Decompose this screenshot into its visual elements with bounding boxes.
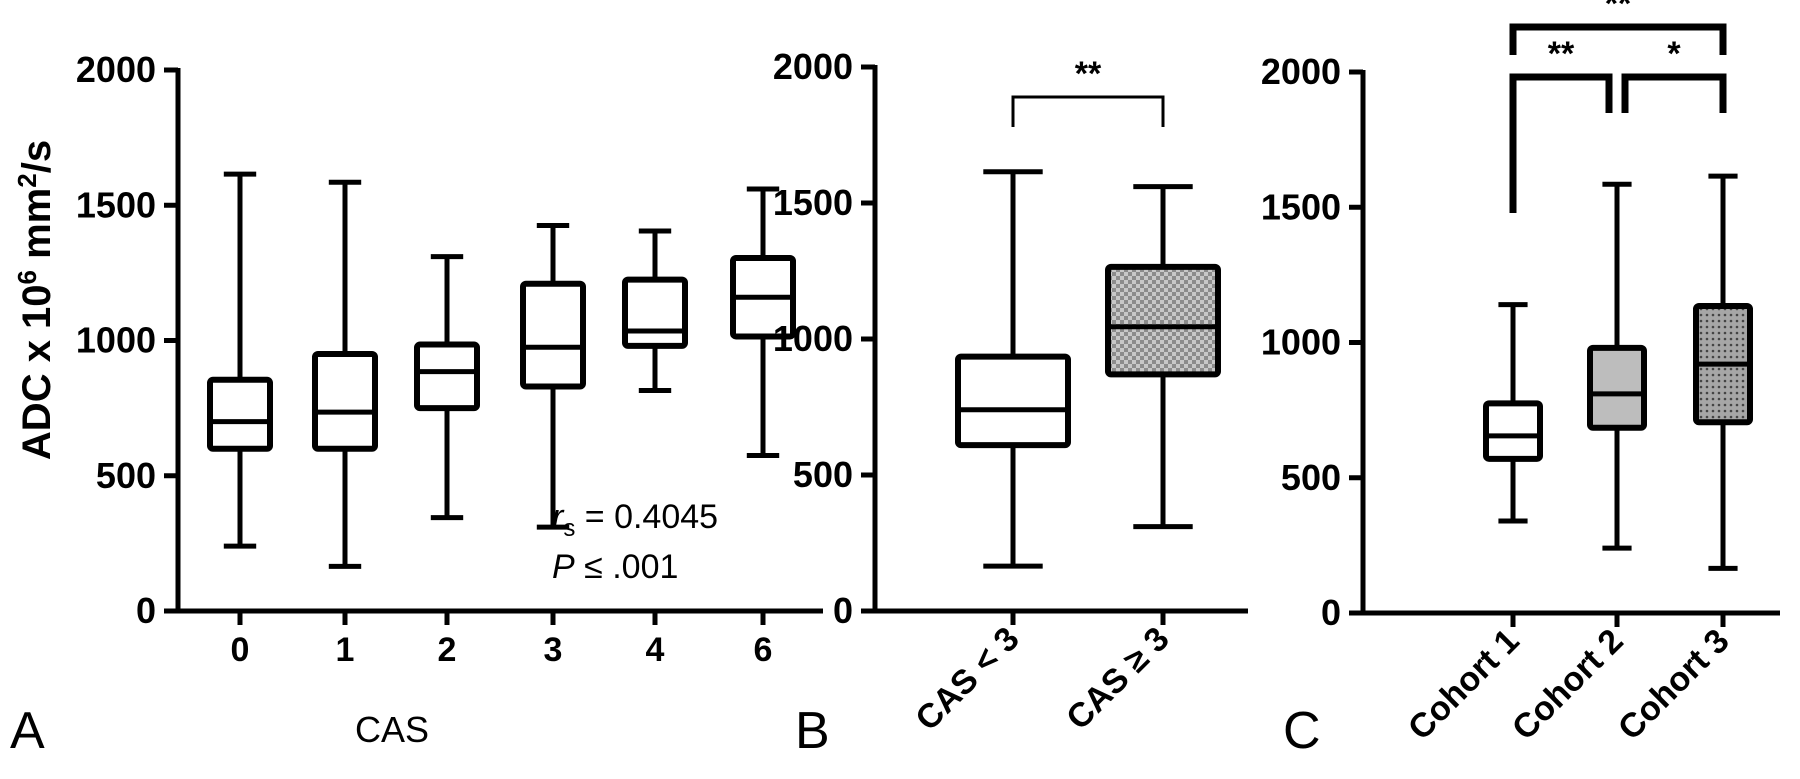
box-3 xyxy=(520,223,586,530)
panel-c-boxes xyxy=(1483,173,1753,571)
r-symbol: r xyxy=(552,498,565,536)
y-axis-label: ADC x 106 mm2/s xyxy=(12,140,59,460)
panel-b-significance-brackets: ** xyxy=(1011,55,1165,127)
significance-label: ** xyxy=(1605,0,1632,23)
box-iqr xyxy=(312,351,378,452)
box-iqr xyxy=(520,280,586,390)
box-cas-3 xyxy=(1105,184,1221,530)
box-iqr xyxy=(622,276,688,349)
significance-bracket xyxy=(1011,95,1165,127)
y-tick-label: 1500 xyxy=(76,184,156,225)
category-label: 6 xyxy=(754,631,773,669)
panel-a-chart: 0 500 1000 1500 2000 0 1 2 3 4 6 CAS A rs = 0.404… xyxy=(10,49,823,760)
box-0 xyxy=(207,171,273,549)
box-cohort-2 xyxy=(1587,181,1647,551)
r-subscript: s xyxy=(563,515,575,542)
y-tick-label: 1000 xyxy=(773,318,853,359)
category-label: 0 xyxy=(231,631,250,669)
significance-label: ** xyxy=(1548,35,1575,73)
box-1 xyxy=(312,179,378,569)
category-label: Cohort 3 xyxy=(1611,622,1737,748)
svg-text:P ≤ .001: P ≤ .001 xyxy=(552,548,678,586)
p-symbol: P xyxy=(552,548,575,586)
y-tick-label: 500 xyxy=(96,455,156,496)
box-iqr xyxy=(1587,344,1647,431)
significance-label: * xyxy=(1667,35,1681,73)
p-value: ≤ .001 xyxy=(575,548,679,586)
category-label: 2 xyxy=(438,631,457,669)
y-tick-label: 1500 xyxy=(1261,186,1341,227)
panel-a-boxes xyxy=(207,171,796,569)
panel-b-axes: 0 500 1000 1500 2000 xyxy=(773,46,1248,631)
significance-bracket xyxy=(1509,73,1613,213)
box-iqr xyxy=(955,353,1071,449)
box-4 xyxy=(622,228,688,394)
box-cas-3 xyxy=(955,169,1071,569)
significance-bracket xyxy=(1509,23,1727,55)
r-value: = 0.4045 xyxy=(575,498,718,536)
y-tick-label: 2000 xyxy=(773,46,853,87)
panel-c-significance-brackets: ** *** xyxy=(1509,0,1727,213)
panel-b-category-labels: CAS < 3 CAS ≥ 3 xyxy=(908,620,1176,738)
box-cohort-1 xyxy=(1483,302,1543,524)
category-label: Cohort 1 xyxy=(1401,622,1527,748)
box-2 xyxy=(414,254,480,521)
panel-a-category-labels: 0 1 2 3 4 6 xyxy=(231,631,773,669)
panel-b-chart: 0 500 1000 1500 2000 ** CAS < 3 CAS ≥ 3 B xyxy=(773,46,1248,760)
y-tick-label: 0 xyxy=(136,590,156,631)
panel-a-xlabel: CAS xyxy=(355,709,429,750)
panel-b-letter: B xyxy=(795,702,830,760)
box-iqr xyxy=(1105,263,1221,378)
y-tick-label: 0 xyxy=(1321,592,1341,633)
category-label: 1 xyxy=(336,631,355,669)
svg-text:rs = 0.4045: rs = 0.4045 xyxy=(552,498,718,542)
box-iqr xyxy=(414,341,480,412)
category-label: CAS ≥ 3 xyxy=(1059,620,1177,738)
significance-label: ** xyxy=(1075,55,1102,93)
y-tick-label: 1500 xyxy=(773,182,853,223)
y-tick-label: 2000 xyxy=(76,49,156,90)
y-tick-label: 2000 xyxy=(1261,51,1341,92)
box-cohort-3 xyxy=(1693,173,1753,571)
panel-a-letter: A xyxy=(10,702,45,760)
correlation-annotation: rs = 0.4045 P ≤ .001 xyxy=(552,498,718,586)
panel-a-axes: 0 500 1000 1500 2000 xyxy=(76,49,823,631)
box-iqr xyxy=(1483,400,1543,462)
category-label: CAS < 3 xyxy=(908,620,1026,738)
y-tick-label: 500 xyxy=(793,454,853,495)
y-tick-label: 0 xyxy=(833,590,853,631)
box-6 xyxy=(730,186,796,458)
panel-b-boxes xyxy=(955,169,1221,569)
category-label: Cohort 2 xyxy=(1505,622,1631,748)
significance-bracket xyxy=(1621,73,1727,113)
category-label: 4 xyxy=(646,631,665,669)
y-tick-label: 500 xyxy=(1281,457,1341,498)
panel-c-letter: C xyxy=(1283,702,1321,760)
box-iqr xyxy=(207,376,273,452)
y-tick-label: 1000 xyxy=(76,320,156,361)
y-tick-label: 1000 xyxy=(1261,322,1341,363)
panel-c-axes: 0 500 1000 1500 2000 xyxy=(1261,51,1780,633)
category-label: 3 xyxy=(544,631,563,669)
